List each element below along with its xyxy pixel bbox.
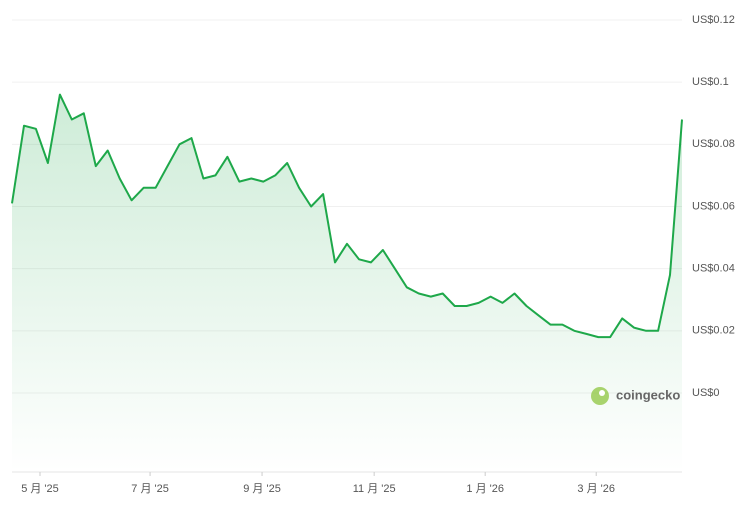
x-tick-label: 7 月 '25 <box>131 483 169 495</box>
y-tick-label: US$0.08 <box>692 138 735 150</box>
y-tick-label: US$0.06 <box>692 200 735 212</box>
watermark-logo <box>591 387 609 405</box>
y-tick-label: US$0.04 <box>692 263 735 275</box>
x-tick-label: 11 月 '25 <box>353 483 396 495</box>
watermark: coingecko <box>616 387 680 402</box>
x-tick-label: 3 月 '26 <box>577 483 615 495</box>
x-tick-label: 1 月 '26 <box>466 483 504 495</box>
y-tick-label: US$0.1 <box>692 76 729 88</box>
x-tick-label: 9 月 '25 <box>243 483 281 495</box>
price-line <box>11 93 683 339</box>
area <box>12 94 682 472</box>
x-tick-label: 5 月 '25 <box>21 483 59 495</box>
y-tick-label: US$0.12 <box>692 14 735 26</box>
y-tick-label: US$0.02 <box>692 325 735 337</box>
y-tick-label: US$0 <box>692 387 720 399</box>
